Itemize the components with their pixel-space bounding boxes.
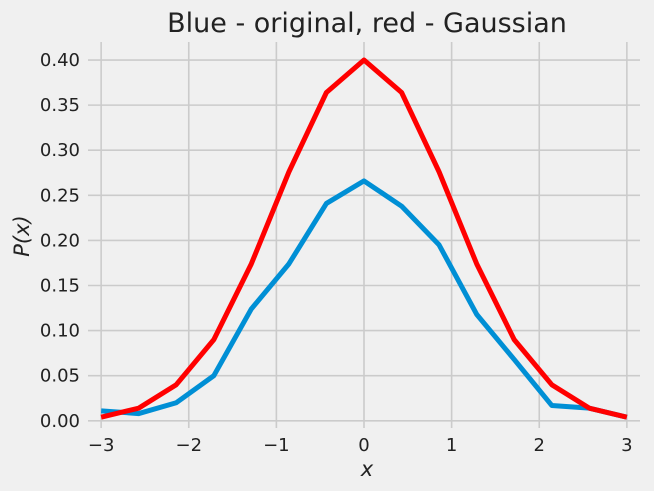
y-tick-label: 0.10 [40,321,80,342]
x-tick-label: 2 [534,435,545,456]
x-tick-label: −1 [263,435,290,456]
y-tick-label: 0.40 [40,50,80,71]
x-tick-label: −3 [88,435,115,456]
y-axis-label: P(x) [10,215,34,256]
series-line-red [100,57,628,420]
x-tick-label: 3 [621,435,632,456]
y-tick-label: 0.05 [40,366,80,387]
y-tick-label: 0.25 [40,185,80,206]
series-line-blue [100,178,628,420]
y-tick-label: 0.00 [40,411,80,432]
tick-layer: −3 −2 −1 0 1 2 3 0.00 0.05 0.10 0.15 0.20 0.25 0.30 0.… [40,50,633,456]
x-tick-label: −2 [175,435,202,456]
chart-title: Blue - original, red - Gaussian [167,8,567,39]
x-axis-label: x [360,457,374,481]
series-layer [100,57,628,420]
y-tick-label: 0.15 [40,276,80,297]
x-tick-label: 0 [358,435,369,456]
grid-layer [88,42,640,428]
y-tick-label: 0.35 [40,95,80,116]
x-tick-label: 1 [446,435,457,456]
y-tick-label: 0.30 [40,140,80,161]
y-tick-label: 0.20 [40,230,80,251]
